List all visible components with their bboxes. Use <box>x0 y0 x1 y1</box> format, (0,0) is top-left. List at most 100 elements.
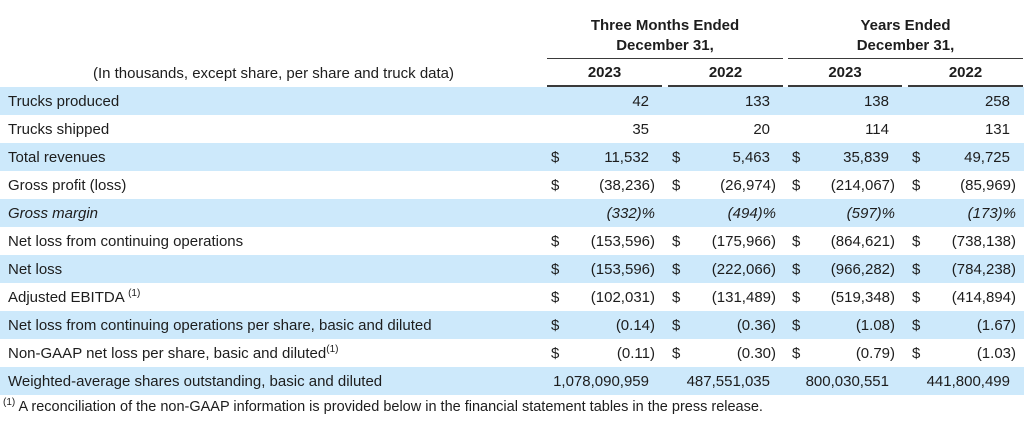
value-cell: $ (214,067) <box>788 177 902 194</box>
row-label-sup: (1) <box>326 343 339 355</box>
cell-value: 11,532 <box>604 148 649 166</box>
value-cell: $35,839 <box>788 149 902 166</box>
cell-value: (0.14) <box>615 316 655 334</box>
row-label-cell: Net loss from continuing operations per … <box>0 317 547 334</box>
dollar-sign: $ <box>672 288 681 306</box>
table-row: Net loss from continuing operations $ (15… <box>0 227 1024 255</box>
row-label-cell: Non-GAAP net loss per share, basic and d… <box>0 343 547 362</box>
table-row: Non-GAAP net loss per share, basic and d… <box>0 339 1024 367</box>
row-label: Net loss from continuing operations per … <box>8 316 432 334</box>
cell-value: (153,596) <box>590 260 655 278</box>
value-cell: 35 <box>547 121 662 138</box>
table-rows: Trucks produced 42 133 138 258 Trucks sh… <box>0 87 1024 395</box>
cell-value: (222,066) <box>711 260 776 278</box>
cell-value: 258 <box>984 92 1010 110</box>
col-group-years-ended: Years Ended December 31, <box>788 16 1023 59</box>
row-label: Weighted-average shares outstanding, bas… <box>8 372 383 390</box>
cell-value: (864,621) <box>830 232 895 250</box>
footnote: (1) A reconciliation of the non-GAAP inf… <box>0 395 1024 415</box>
label-column-spacer <box>0 16 547 59</box>
cell-value: 131 <box>984 120 1010 138</box>
value-cell: (494)% <box>668 205 783 222</box>
value-cell: $ (38,236) <box>547 177 662 194</box>
table-row: Trucks shipped 35 20 114 131 <box>0 115 1024 143</box>
year-header-3me-2022: 2022 <box>668 59 783 87</box>
value-cell: $ (1.08) <box>788 317 902 334</box>
cell-value: (966,282) <box>830 260 895 278</box>
value-cell: $49,725 <box>908 149 1023 166</box>
row-label: Adjusted EBITDA <box>8 288 129 306</box>
value-cell: $ (26,974) <box>668 177 783 194</box>
cell-value: (102,031) <box>590 288 655 306</box>
value-cell: $ (102,031) <box>547 289 662 306</box>
value-cell: 20 <box>668 121 783 138</box>
cell-value: (153,596) <box>590 232 655 250</box>
cell-value: 20 <box>753 120 770 138</box>
units-note: (In thousands, except share, per share a… <box>92 64 455 82</box>
row-label: Gross margin <box>8 204 99 222</box>
row-label: Total revenues <box>8 148 106 166</box>
col-group-title-line2: December 31, <box>856 37 955 54</box>
dollar-sign: $ <box>912 260 921 278</box>
row-label-cell: Total revenues <box>0 149 547 166</box>
cell-value: (38,236) <box>599 176 655 194</box>
cell-value: 133 <box>744 92 770 110</box>
year-header-row: (In thousands, except share, per share a… <box>0 59 1024 87</box>
table-row: Weighted-average shares outstanding, bas… <box>0 367 1024 395</box>
dollar-sign: $ <box>672 176 681 194</box>
column-group-header-row: Three Months Ended December 31, Years En… <box>0 0 1024 59</box>
value-cell: $ (131,489) <box>668 289 783 306</box>
cell-value: 49,725 <box>964 148 1010 166</box>
row-label-cell: Trucks produced <box>0 93 547 110</box>
cell-value: 1,078,090,959 <box>553 372 649 390</box>
footnote-superscript: (1) <box>3 397 16 409</box>
dollar-sign: $ <box>672 260 681 278</box>
dollar-sign: $ <box>551 260 560 278</box>
dollar-sign: $ <box>912 148 921 166</box>
row-label-sup: (1) <box>128 287 141 299</box>
row-label-cell: Gross profit (loss) <box>0 177 547 194</box>
table-row: Adjusted EBITDA (1) $ (102,031) $ (131,489… <box>0 283 1024 311</box>
dollar-sign: $ <box>551 232 560 250</box>
cell-value: (738,138) <box>951 232 1016 250</box>
dollar-sign: $ <box>792 344 801 362</box>
table-row: Net loss from continuing operations per … <box>0 311 1024 339</box>
row-label: Trucks shipped <box>8 120 110 138</box>
value-cell: (173)% <box>908 205 1023 222</box>
cell-value: (1.08) <box>855 316 895 334</box>
value-cell: 131 <box>908 121 1023 138</box>
row-label-cell: Net loss from continuing operations <box>0 233 547 250</box>
value-cell: $ (0.11) <box>547 345 662 362</box>
value-cell: $ (519,348) <box>788 289 902 306</box>
dollar-sign: $ <box>672 344 681 362</box>
cell-value: (494)% <box>727 204 776 222</box>
value-cell: $ (222,066) <box>668 261 783 278</box>
dollar-sign: $ <box>672 148 681 166</box>
dollar-sign: $ <box>912 288 921 306</box>
cell-value: 138 <box>863 92 889 110</box>
value-cell: $11,532 <box>547 149 662 166</box>
value-cell: $ (153,596) <box>547 261 662 278</box>
value-cell: 800,030,551 <box>788 373 902 390</box>
value-cell: $ (85,969) <box>908 177 1023 194</box>
cell-value: (26,974) <box>720 176 776 194</box>
dollar-sign: $ <box>912 176 921 194</box>
cell-value: 800,030,551 <box>805 372 889 390</box>
value-cell: $5,463 <box>668 149 783 166</box>
cell-value: 5,463 <box>732 148 770 166</box>
cell-value: (1.67) <box>976 316 1016 334</box>
cell-value: (85,969) <box>960 176 1016 194</box>
cell-value: (414,894) <box>951 288 1016 306</box>
footnote-text: A reconciliation of the non-GAAP informa… <box>18 399 763 415</box>
value-cell: $ (738,138) <box>908 233 1023 250</box>
cell-value: 42 <box>632 92 649 110</box>
row-label: Trucks produced <box>8 92 120 110</box>
dollar-sign: $ <box>551 344 560 362</box>
value-cell: 441,800,499 <box>908 373 1023 390</box>
cell-value: (214,067) <box>830 176 895 194</box>
dollar-sign: $ <box>792 176 801 194</box>
value-cell: 138 <box>788 93 902 110</box>
table-row: Gross margin (332)% (494)% (597)% (173)% <box>0 199 1024 227</box>
cell-value: (0.11) <box>616 344 655 362</box>
value-cell: $ (1.03) <box>908 345 1023 362</box>
